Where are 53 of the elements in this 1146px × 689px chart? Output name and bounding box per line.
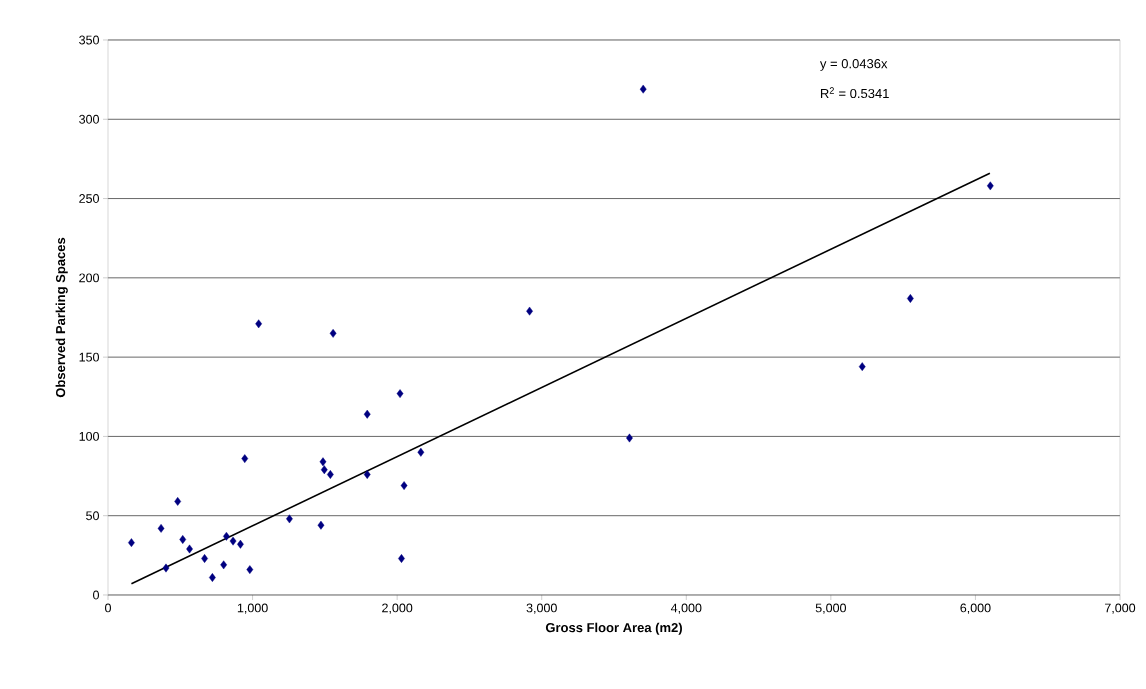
x-tick-label: 7,000 (1105, 603, 1136, 614)
point (526, 306, 533, 316)
point (329, 328, 337, 338)
x-tick-label: 2,000 (382, 603, 413, 614)
point (162, 563, 170, 573)
y-tick-label: 50 (86, 511, 99, 521)
y-tick-label: 0 (93, 590, 100, 600)
point (400, 481, 408, 490)
y-tick-label: 150 (79, 352, 99, 362)
point (179, 535, 187, 544)
point (319, 457, 327, 467)
annotation: R$^{2}$ = 0.5341 (820, 87, 889, 99)
y-tick-label: 250 (79, 194, 99, 203)
y-axis-title: Observed Parking Spaces (55, 237, 68, 398)
y-tick-label: 350 (79, 35, 99, 45)
point (246, 565, 254, 574)
point (286, 514, 293, 524)
point (237, 539, 244, 549)
point (223, 531, 230, 541)
annotation: y = 0.0436x (819, 59, 888, 71)
point (363, 409, 371, 419)
point (907, 294, 914, 303)
x-tick-label: 5,000 (815, 603, 847, 614)
point (174, 497, 182, 506)
x-tick-label: 4,000 (670, 603, 702, 614)
point (639, 84, 647, 94)
x-tick-label: 6,000 (960, 603, 991, 614)
point (396, 389, 404, 398)
x-tick-label: 0 (105, 603, 111, 613)
y-tick-label: 200 (79, 273, 99, 283)
y-tick-label: 300 (79, 114, 99, 124)
point (209, 573, 216, 582)
x-axis-title: Gross Floor Area (m2) (545, 622, 682, 635)
point (626, 433, 633, 443)
point (241, 454, 249, 463)
point (363, 470, 371, 479)
y-tick-label: 100 (79, 431, 99, 441)
x-tick-label: 1,000 (237, 603, 268, 614)
point (186, 544, 193, 554)
point (858, 362, 866, 372)
point (157, 524, 165, 533)
point (128, 538, 135, 548)
point (255, 319, 262, 329)
point (398, 554, 405, 563)
point (417, 447, 425, 457)
point (220, 560, 227, 570)
point (229, 536, 237, 546)
point (986, 181, 994, 191)
point (327, 470, 334, 479)
x-tick-label: 3,000 (526, 603, 557, 614)
point (320, 465, 328, 475)
point (317, 520, 325, 530)
point (201, 554, 208, 563)
